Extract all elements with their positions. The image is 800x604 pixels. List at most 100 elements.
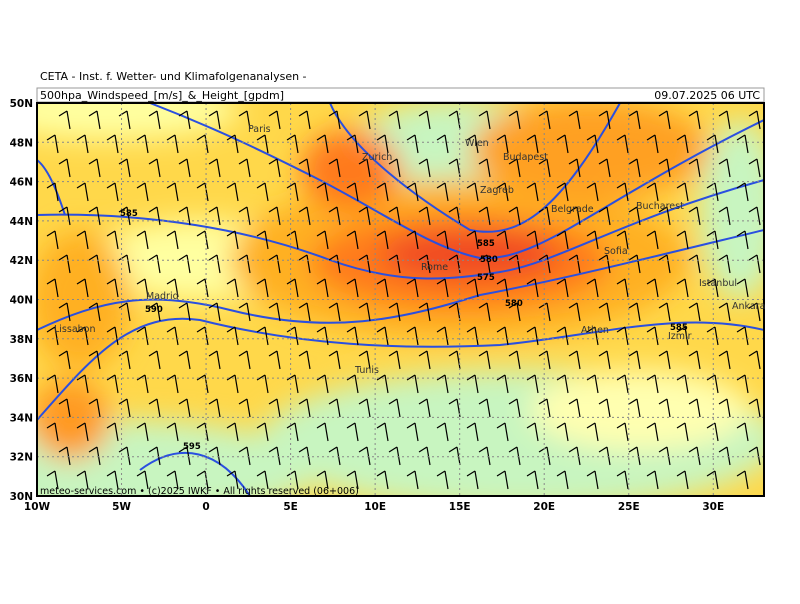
wind-barb	[226, 230, 239, 250]
wind-barb	[136, 278, 149, 298]
wind-barb	[748, 254, 761, 274]
wind-barb	[748, 158, 761, 178]
city: Wien	[465, 138, 489, 149]
wind-barb	[466, 182, 479, 202]
wind-barb	[706, 326, 719, 346]
wind-barb	[556, 326, 569, 346]
wind-barb	[736, 326, 749, 346]
wind-barb	[736, 470, 749, 490]
wind-barb	[466, 230, 479, 250]
wind-barb	[658, 158, 671, 178]
wind-barb	[166, 374, 179, 394]
lon-label: 5E	[283, 501, 297, 513]
wind-barb	[496, 230, 509, 250]
contour-label: 585	[477, 239, 495, 249]
wind-barb	[268, 158, 281, 178]
city: Istanbul	[699, 278, 737, 289]
lon-label: 15E	[449, 501, 471, 513]
wind-barb	[436, 422, 449, 442]
wind-barb	[106, 230, 119, 250]
contour-label: 580	[480, 255, 498, 265]
wind-barb	[178, 206, 191, 226]
wind-barb	[58, 398, 71, 418]
wind-barb	[58, 446, 71, 466]
wind-barb	[358, 446, 371, 466]
wind-barb	[208, 398, 221, 418]
wind-barb	[298, 254, 311, 274]
wind-barb	[328, 302, 341, 322]
wind-barb	[148, 446, 161, 466]
city: Bucharest	[636, 201, 684, 212]
wind-barb	[388, 446, 401, 466]
wind-barb	[478, 302, 491, 322]
wind-barb	[46, 422, 59, 442]
wind-barb	[646, 134, 659, 154]
wind-barb	[58, 254, 71, 274]
wind-barb	[136, 230, 149, 250]
wind-barb	[58, 110, 71, 130]
wind-barb	[376, 470, 389, 490]
wind-barb	[226, 374, 239, 394]
wind-barb	[748, 302, 761, 322]
wind-barb	[166, 278, 179, 298]
wind-barb	[106, 374, 119, 394]
wind-barb	[238, 350, 251, 370]
wind-barb	[88, 158, 101, 178]
wind-barb	[346, 134, 359, 154]
contour-label: 590	[145, 305, 163, 315]
wind-barb	[436, 470, 449, 490]
wind-barb	[406, 374, 419, 394]
wind-barb	[658, 398, 671, 418]
wind-barb	[586, 230, 599, 250]
wind-barb	[406, 470, 419, 490]
wind-barb	[478, 158, 491, 178]
wind-barb	[298, 398, 311, 418]
wind-barb	[646, 278, 659, 298]
wind-barb	[106, 326, 119, 346]
wind-barb	[658, 110, 671, 130]
wind-barb	[346, 470, 359, 490]
wind-barb	[556, 230, 569, 250]
city: Ankara	[732, 301, 765, 312]
wind-barb	[298, 206, 311, 226]
wind-barb	[136, 374, 149, 394]
wind-barb	[598, 110, 611, 130]
wind-barb	[688, 206, 701, 226]
wind-barb	[568, 350, 581, 370]
wind-barb	[736, 278, 749, 298]
wind-barb	[118, 302, 131, 322]
wind-barb	[478, 206, 491, 226]
wind-barb	[718, 302, 731, 322]
wind-barb	[418, 446, 431, 466]
wind-barb	[226, 470, 239, 490]
wind-barb	[616, 470, 629, 490]
city: Athen	[581, 325, 609, 336]
wind-barb	[58, 302, 71, 322]
wind-barb	[496, 134, 509, 154]
wind-barb	[376, 374, 389, 394]
wind-barb	[508, 302, 521, 322]
wind-barb	[46, 278, 59, 298]
wind-barb	[688, 398, 701, 418]
wind-barb	[328, 350, 341, 370]
wind-barb	[538, 398, 551, 418]
wind-barb	[736, 422, 749, 442]
lat-label: 38N	[10, 334, 33, 346]
wind-barb	[298, 302, 311, 322]
wind-barb	[136, 182, 149, 202]
wind-barb	[178, 446, 191, 466]
wind-barb	[376, 278, 389, 298]
wind-barb	[496, 182, 509, 202]
contour-label: 575	[477, 273, 495, 283]
wind-barb	[448, 110, 461, 130]
wind-barb	[376, 230, 389, 250]
lat-label: 46N	[10, 177, 33, 189]
wind-barb	[46, 182, 59, 202]
wind-barb	[358, 206, 371, 226]
wind-barb	[226, 278, 239, 298]
wind-barb	[358, 302, 371, 322]
wind-barb	[358, 350, 371, 370]
wind-barb	[388, 254, 401, 274]
wind-barb	[88, 254, 101, 274]
wind-barb	[478, 398, 491, 418]
